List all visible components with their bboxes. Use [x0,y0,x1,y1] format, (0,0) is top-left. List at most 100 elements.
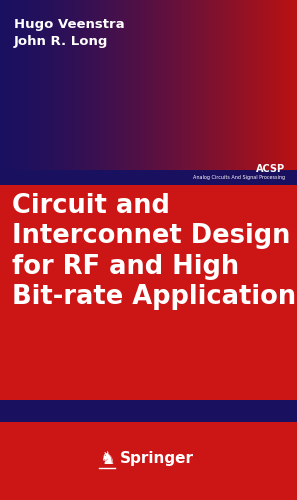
Bar [97,0,99,170]
Bar [148,0,151,170]
Bar [158,0,161,170]
Bar [193,0,195,170]
Bar [126,0,129,170]
Bar [116,0,119,170]
Bar [109,0,111,170]
Bar [210,0,213,170]
Bar [181,0,183,170]
Bar [99,0,102,170]
Bar [47,0,50,170]
Bar [0,400,297,422]
Bar [141,0,143,170]
Bar [124,0,126,170]
Bar [2,0,5,170]
Bar [250,0,252,170]
Bar [220,0,223,170]
Bar [45,0,47,170]
Bar [245,0,247,170]
Bar [54,0,57,170]
Bar [208,0,210,170]
Bar [230,0,233,170]
Bar [111,0,114,170]
Bar [12,0,15,170]
Bar [233,0,235,170]
Bar [262,0,265,170]
Bar [102,0,104,170]
Bar [168,0,171,170]
Bar [186,0,188,170]
Bar [20,0,22,170]
Bar [255,0,257,170]
Bar [195,0,198,170]
Bar [203,0,206,170]
Bar [82,0,84,170]
Bar [154,0,156,170]
Bar [0,0,2,170]
Text: ACSP: ACSP [256,164,285,174]
Bar [200,0,203,170]
Bar [91,0,94,170]
Bar [119,0,121,170]
Bar [290,0,292,170]
Bar [74,0,77,170]
Bar [252,0,255,170]
Text: Circuit and
Interconnet Design
for RF and High
Bit-rate Applications: Circuit and Interconnet Design for RF an… [12,193,297,310]
Bar [292,0,295,170]
Bar [247,0,250,170]
Bar [178,0,181,170]
Bar [156,0,158,170]
Bar [146,0,148,170]
Bar [57,0,59,170]
Bar [67,0,69,170]
Bar [295,0,297,170]
Bar [114,0,116,170]
Bar [198,0,200,170]
Bar [161,0,163,170]
Bar [163,0,166,170]
Bar [139,0,141,170]
Bar [5,0,7,170]
Bar [32,0,35,170]
Bar [240,0,243,170]
Bar [225,0,228,170]
Bar [151,0,154,170]
Bar [166,0,168,170]
Bar [260,0,262,170]
Bar [143,0,146,170]
Text: Springer: Springer [120,452,194,466]
Bar [37,0,40,170]
Bar [59,0,62,170]
Bar [129,0,131,170]
Bar [30,0,32,170]
Bar [89,0,91,170]
Bar [176,0,178,170]
Bar [87,0,89,170]
Bar [173,0,176,170]
Bar [104,0,106,170]
Bar [94,0,97,170]
Bar [0,185,297,400]
Bar [62,0,64,170]
Bar [267,0,270,170]
Bar [0,422,297,500]
Bar [280,0,282,170]
Bar [7,0,10,170]
Bar [42,0,45,170]
Bar [27,0,30,170]
Text: Hugo Veenstra: Hugo Veenstra [14,18,125,31]
Bar [84,0,87,170]
Bar [77,0,79,170]
Bar [218,0,220,170]
Bar [191,0,193,170]
Bar [10,0,12,170]
Bar [35,0,37,170]
Bar [270,0,272,170]
Bar [79,0,82,170]
Bar [228,0,230,170]
Bar [17,0,20,170]
Bar [136,0,139,170]
Text: John R. Long: John R. Long [14,35,108,48]
Bar [215,0,218,170]
Bar [213,0,215,170]
Bar [188,0,191,170]
